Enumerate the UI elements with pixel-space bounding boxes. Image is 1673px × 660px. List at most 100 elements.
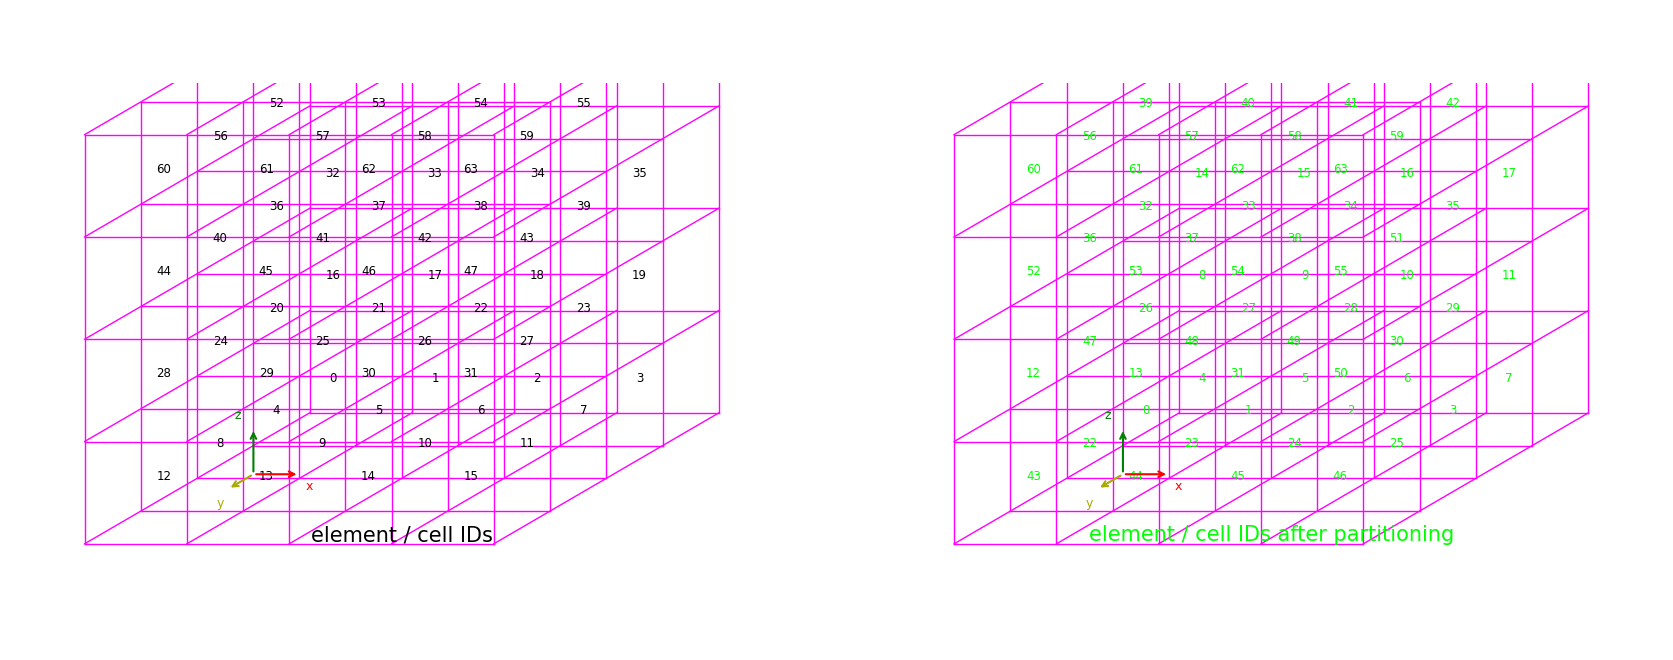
Text: 4: 4 — [273, 405, 279, 417]
Text: 8: 8 — [216, 437, 224, 450]
Text: 19: 19 — [1297, 65, 1312, 78]
Text: 32: 32 — [325, 167, 340, 180]
Text: 34: 34 — [1343, 200, 1358, 213]
Text: 13: 13 — [1128, 368, 1143, 380]
Text: 37: 37 — [371, 200, 386, 213]
Text: 7: 7 — [1506, 372, 1512, 385]
Text: 50: 50 — [1333, 368, 1348, 380]
Text: 36: 36 — [269, 200, 284, 213]
Text: 21: 21 — [1502, 65, 1517, 78]
Text: 34: 34 — [530, 167, 545, 180]
Text: 49: 49 — [428, 65, 442, 78]
Text: 24: 24 — [212, 335, 228, 348]
Text: 22: 22 — [473, 302, 489, 315]
Text: z: z — [234, 409, 241, 422]
Text: 29: 29 — [259, 368, 274, 380]
Text: 28: 28 — [1343, 302, 1358, 315]
Text: 59: 59 — [520, 130, 534, 143]
Text: 32: 32 — [1139, 200, 1153, 213]
Text: 18: 18 — [1195, 65, 1210, 78]
Text: 14: 14 — [1195, 167, 1210, 180]
Text: 9: 9 — [1302, 269, 1308, 282]
Text: 44: 44 — [156, 265, 171, 279]
Text: z: z — [1104, 409, 1111, 422]
Text: 45: 45 — [1231, 470, 1245, 482]
Text: 11: 11 — [520, 437, 535, 450]
Text: 25: 25 — [315, 335, 330, 348]
Text: 38: 38 — [1287, 232, 1302, 246]
Text: element / cell IDs after partitioning: element / cell IDs after partitioning — [1089, 525, 1454, 545]
Text: 26: 26 — [1138, 302, 1153, 315]
Text: 42: 42 — [1445, 98, 1461, 110]
Text: 19: 19 — [632, 269, 647, 282]
Text: 45: 45 — [259, 265, 274, 279]
Text: 21: 21 — [371, 302, 386, 315]
Text: 15: 15 — [463, 470, 478, 482]
Text: 9: 9 — [320, 437, 326, 450]
Text: 62: 62 — [361, 163, 376, 176]
Text: 58: 58 — [1287, 130, 1302, 143]
Text: 51: 51 — [632, 65, 647, 78]
Text: 57: 57 — [1184, 130, 1200, 143]
Text: 16: 16 — [1399, 167, 1414, 180]
Text: 5: 5 — [1302, 372, 1308, 385]
Text: 12: 12 — [156, 470, 171, 482]
Text: 26: 26 — [417, 335, 432, 348]
Text: 46: 46 — [361, 265, 376, 279]
Text: 35: 35 — [632, 167, 647, 180]
Text: 54: 54 — [1231, 265, 1245, 279]
Text: 59: 59 — [1389, 130, 1404, 143]
Text: 33: 33 — [428, 167, 442, 180]
Text: 1: 1 — [432, 372, 438, 385]
Text: 37: 37 — [1184, 232, 1200, 246]
Text: 11: 11 — [1502, 269, 1517, 282]
Text: 13: 13 — [259, 470, 274, 482]
Text: 20: 20 — [1399, 65, 1414, 78]
Text: 15: 15 — [1297, 167, 1312, 180]
Text: 14: 14 — [361, 470, 376, 482]
Text: 10: 10 — [1399, 269, 1414, 282]
Text: 12: 12 — [1026, 368, 1041, 380]
Text: 10: 10 — [417, 437, 432, 450]
Text: 48: 48 — [325, 65, 340, 78]
Text: 56: 56 — [212, 130, 228, 143]
Text: 50: 50 — [530, 65, 545, 78]
Text: y: y — [1086, 497, 1092, 510]
Text: 41: 41 — [315, 232, 330, 246]
Text: 3: 3 — [1449, 405, 1457, 417]
Text: 47: 47 — [1082, 335, 1097, 348]
Text: 27: 27 — [1241, 302, 1256, 315]
Text: 36: 36 — [1082, 232, 1097, 246]
Text: 17: 17 — [428, 269, 442, 282]
Text: 52: 52 — [1026, 265, 1041, 279]
Text: 31: 31 — [463, 368, 478, 380]
Text: 54: 54 — [473, 98, 489, 110]
Text: 24: 24 — [1287, 437, 1302, 450]
Text: x: x — [1174, 480, 1183, 494]
Text: 8: 8 — [1198, 269, 1206, 282]
Text: 7: 7 — [579, 405, 587, 417]
Text: 5: 5 — [375, 405, 383, 417]
Text: 40: 40 — [212, 232, 228, 246]
Text: 53: 53 — [1128, 265, 1143, 279]
Text: 55: 55 — [576, 98, 591, 110]
Text: 57: 57 — [315, 130, 330, 143]
Text: 43: 43 — [520, 232, 534, 246]
Text: 20: 20 — [269, 302, 284, 315]
Text: x: x — [306, 480, 313, 494]
Text: 60: 60 — [1026, 163, 1041, 176]
Text: 49: 49 — [1287, 335, 1302, 348]
Text: 2: 2 — [1347, 405, 1353, 417]
Text: 17: 17 — [1502, 167, 1517, 180]
Text: 53: 53 — [371, 98, 386, 110]
Text: 27: 27 — [520, 335, 535, 348]
Text: 28: 28 — [157, 368, 171, 380]
Text: 38: 38 — [473, 200, 489, 213]
Text: 42: 42 — [417, 232, 432, 246]
Text: 51: 51 — [1389, 232, 1404, 246]
Text: 4: 4 — [1198, 372, 1206, 385]
Text: 55: 55 — [1333, 265, 1348, 279]
Text: 0: 0 — [1143, 405, 1149, 417]
Text: 58: 58 — [417, 130, 432, 143]
Text: 33: 33 — [1241, 200, 1256, 213]
